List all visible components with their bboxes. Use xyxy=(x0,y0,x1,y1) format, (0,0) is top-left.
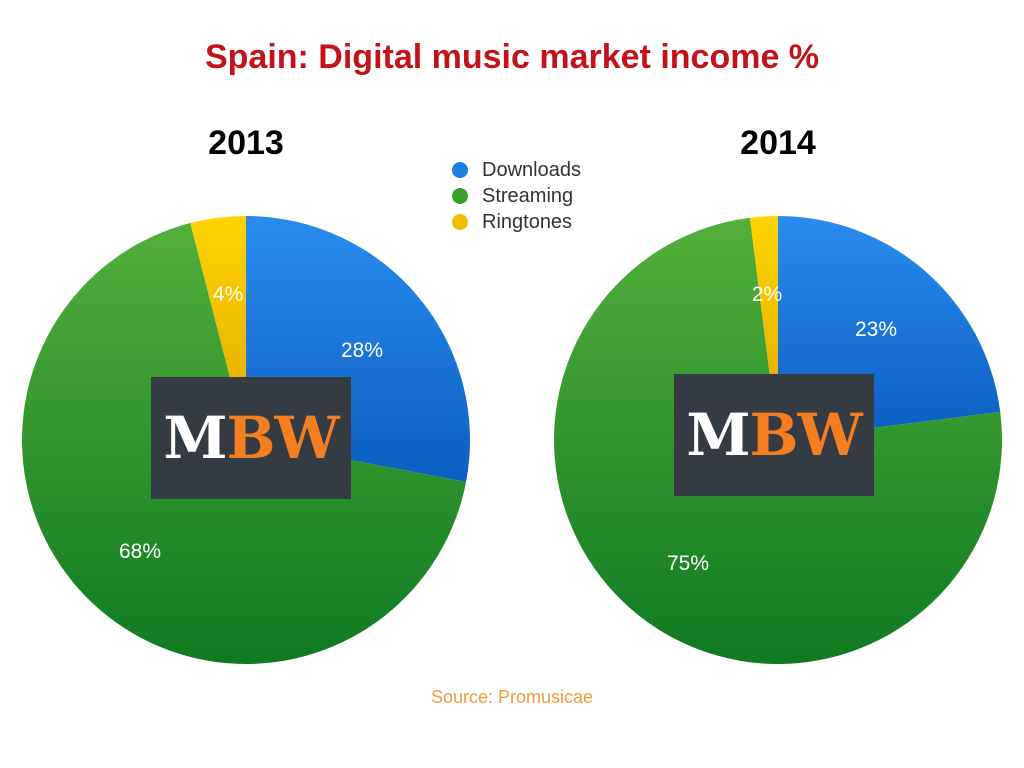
legend-item-ringtones: Ringtones xyxy=(452,209,581,235)
legend-swatch-streaming xyxy=(452,188,468,204)
pie-label-downloads: 23% xyxy=(855,318,897,341)
legend-item-streaming: Streaming xyxy=(452,183,581,209)
pie-2013-title: 2013 xyxy=(208,124,284,162)
legend-label-downloads: Downloads xyxy=(482,158,581,181)
legend-swatch-ringtones xyxy=(452,214,468,230)
logo-letters-bw: BW xyxy=(226,404,340,472)
legend-item-downloads: Downloads xyxy=(452,157,581,183)
legend: Downloads Streaming Ringtones xyxy=(452,157,581,235)
logo-letter-m: M xyxy=(686,401,750,469)
pie-2014-title: 2014 xyxy=(740,124,816,162)
legend-label-ringtones: Ringtones xyxy=(482,210,573,233)
pie-label-streaming: 68% xyxy=(119,540,161,563)
logo-letters-bw: BW xyxy=(749,401,863,469)
pie-label-ringtones: 2% xyxy=(752,283,782,306)
logo-letter-m: M xyxy=(163,404,227,472)
legend-swatch-downloads xyxy=(452,162,468,178)
pie-label-streaming: 75% xyxy=(667,552,709,575)
pie-label-downloads: 28% xyxy=(341,339,383,362)
source-note: Source: Promusicae xyxy=(430,687,594,707)
pie-label-ringtones: 4% xyxy=(213,283,243,306)
chart-title: Spain: Digital music market income % xyxy=(204,38,820,76)
mbw-logo: M BW xyxy=(151,377,351,499)
mbw-logo: M BW xyxy=(674,374,874,496)
legend-label-streaming: Streaming xyxy=(482,184,574,207)
